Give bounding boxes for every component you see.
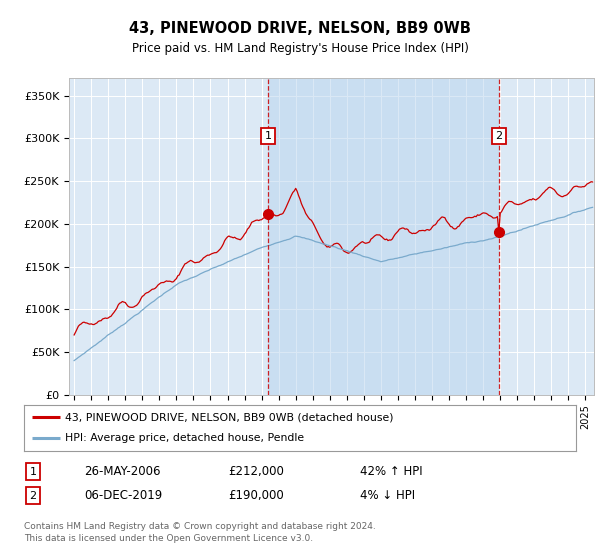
Text: HPI: Average price, detached house, Pendle: HPI: Average price, detached house, Pend… (65, 433, 305, 444)
Text: 43, PINEWOOD DRIVE, NELSON, BB9 0WB: 43, PINEWOOD DRIVE, NELSON, BB9 0WB (129, 21, 471, 36)
Text: 43, PINEWOOD DRIVE, NELSON, BB9 0WB (detached house): 43, PINEWOOD DRIVE, NELSON, BB9 0WB (det… (65, 412, 394, 422)
Text: 1: 1 (29, 466, 37, 477)
Text: Contains HM Land Registry data © Crown copyright and database right 2024.
This d: Contains HM Land Registry data © Crown c… (24, 522, 376, 543)
Text: 4% ↓ HPI: 4% ↓ HPI (360, 489, 415, 502)
Text: 06-DEC-2019: 06-DEC-2019 (84, 489, 162, 502)
Text: Price paid vs. HM Land Registry's House Price Index (HPI): Price paid vs. HM Land Registry's House … (131, 42, 469, 55)
Bar (268, 78, 499, 395)
Text: £212,000: £212,000 (228, 465, 284, 478)
Text: 2: 2 (29, 491, 37, 501)
Text: 2: 2 (496, 130, 502, 141)
Text: 26-MAY-2006: 26-MAY-2006 (84, 465, 161, 478)
Text: 1: 1 (265, 130, 271, 141)
Text: £190,000: £190,000 (228, 489, 284, 502)
Text: 42% ↑ HPI: 42% ↑ HPI (360, 465, 422, 478)
